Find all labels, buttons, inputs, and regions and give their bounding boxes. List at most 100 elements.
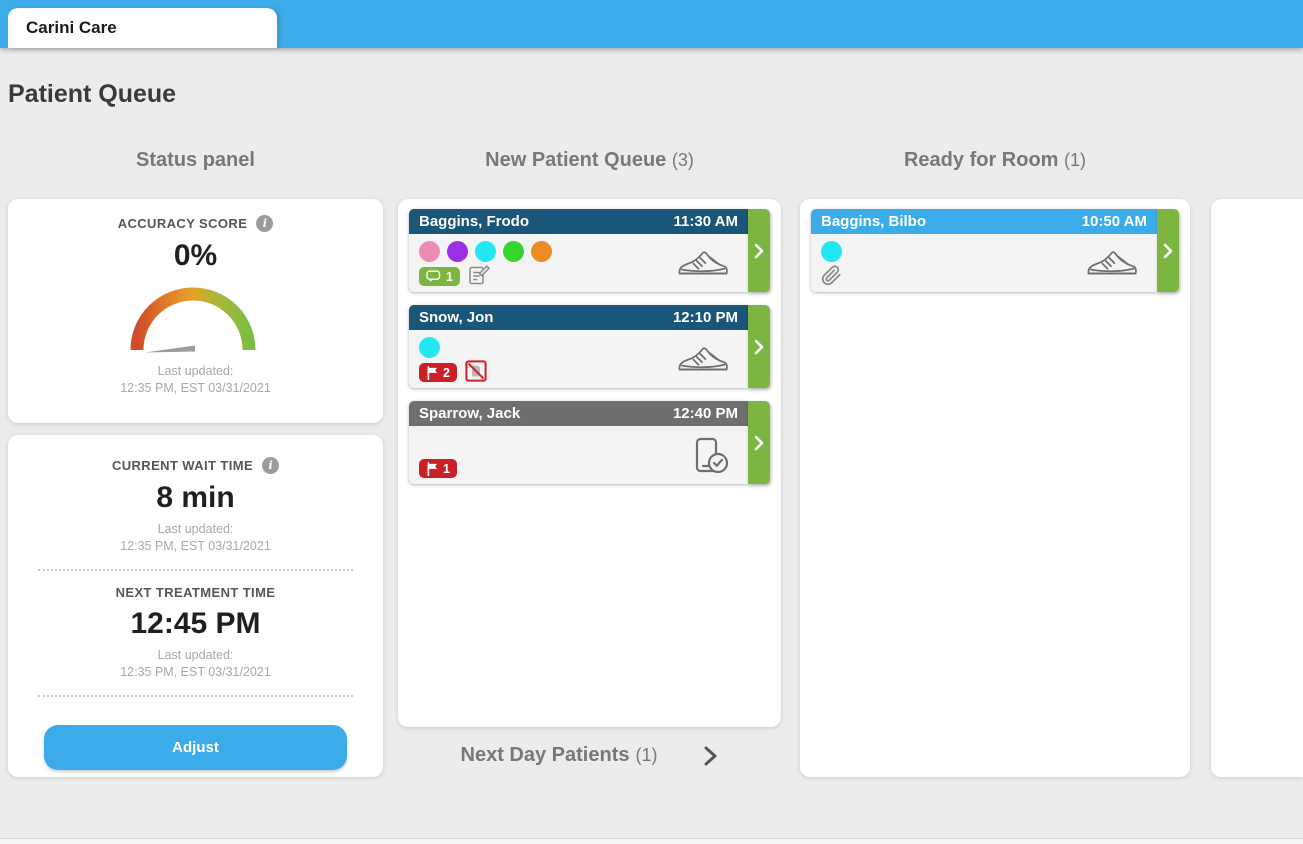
wait-time-label: CURRENT WAIT TIME bbox=[111, 458, 254, 473]
new-patient-queue-title: New Patient Queue (3) bbox=[485, 149, 694, 171]
wait-time-card: CURRENT WAIT TIME i 8 min Last updated: … bbox=[8, 435, 383, 777]
accuracy-score-value: 0% bbox=[173, 239, 218, 272]
status-dot bbox=[419, 241, 440, 262]
open-patient-chevron[interactable] bbox=[1157, 209, 1179, 292]
patient-card-header: Snow, Jon 12:10 PM bbox=[409, 305, 748, 330]
patient-card-main: Sparrow, Jack 12:40 PM 1 bbox=[409, 401, 748, 484]
paperclip-icon bbox=[821, 265, 842, 286]
tab-title: Carini Care bbox=[26, 18, 117, 37]
open-patient-chevron[interactable] bbox=[748, 209, 770, 292]
flag-badge[interactable]: 1 bbox=[419, 459, 457, 478]
open-patient-chevron[interactable] bbox=[748, 305, 770, 388]
patient-card-main: Baggins, Bilbo 10:50 AM bbox=[811, 209, 1157, 292]
status-dots bbox=[419, 337, 674, 358]
patient-card[interactable]: Baggins, Bilbo 10:50 AM bbox=[811, 209, 1179, 292]
appointment-time: 12:40 PM bbox=[672, 405, 738, 422]
columns-container: Status panel ACCURACY SCORE i 0% bbox=[0, 148, 1303, 777]
patient-card-indicators: 1 bbox=[419, 433, 688, 478]
wait-time-value: 8 min bbox=[156, 481, 235, 514]
new-patient-queue-count: (3) bbox=[671, 150, 694, 170]
patient-card-header: Baggins, Bilbo 10:50 AM bbox=[811, 209, 1157, 234]
patient-card-body: 1 bbox=[409, 234, 748, 292]
status-dots bbox=[419, 433, 688, 454]
next-day-patients-label: Next Day Patients bbox=[460, 744, 630, 766]
patient-card-indicators: 1 bbox=[419, 241, 674, 286]
patient-card-main: Baggins, Frodo 11:30 AM 1 bbox=[409, 209, 748, 292]
footer-strip bbox=[0, 838, 1303, 844]
status-dot bbox=[475, 241, 496, 262]
partial-queue-panel bbox=[1211, 199, 1303, 777]
page-title: Patient Queue bbox=[8, 80, 177, 108]
patient-card-header: Sparrow, Jack 12:40 PM bbox=[409, 401, 748, 426]
ready-for-room-count: (1) bbox=[1064, 150, 1087, 170]
ready-for-room-title: Ready for Room (1) bbox=[903, 149, 1087, 171]
phone-check-icon bbox=[688, 435, 730, 477]
chevron-right-icon bbox=[703, 745, 718, 767]
appointment-time: 11:30 AM bbox=[673, 213, 738, 230]
new-patient-queue-panel: Baggins, Frodo 11:30 AM 1 Snow, Jon 12:1… bbox=[398, 199, 781, 727]
divider bbox=[38, 569, 353, 571]
sneaker-icon bbox=[1083, 245, 1139, 283]
next-treatment-value: 12:45 PM bbox=[130, 607, 261, 640]
patient-name: Sparrow, Jack bbox=[419, 405, 521, 422]
status-panel-column: Status panel ACCURACY SCORE i 0% bbox=[8, 148, 383, 777]
ready-for-room-panel: Baggins, Bilbo 10:50 AM bbox=[800, 199, 1190, 777]
accuracy-score-card: ACCURACY SCORE i 0% bbox=[8, 199, 383, 423]
patient-card-header: Baggins, Frodo 11:30 AM bbox=[409, 209, 748, 234]
status-dot bbox=[503, 241, 524, 262]
partial-next-column bbox=[1211, 148, 1303, 777]
open-patient-chevron[interactable] bbox=[748, 401, 770, 484]
status-dot bbox=[419, 337, 440, 358]
no-document-icon bbox=[465, 360, 487, 382]
flag-icon bbox=[426, 365, 438, 380]
next-day-patients-count: (1) bbox=[635, 745, 658, 765]
note-icon bbox=[468, 264, 491, 286]
status-dot bbox=[447, 241, 468, 262]
status-dot bbox=[821, 241, 842, 262]
patient-card[interactable]: Snow, Jon 12:10 PM 2 bbox=[409, 305, 770, 388]
sneaker-icon bbox=[674, 245, 730, 283]
badge-count: 1 bbox=[443, 461, 450, 476]
comment-badge[interactable]: 1 bbox=[419, 267, 460, 286]
patient-card[interactable]: Sparrow, Jack 12:40 PM 1 bbox=[409, 401, 770, 484]
divider bbox=[38, 695, 353, 697]
info-icon[interactable]: i bbox=[256, 215, 274, 232]
wait-time-last-updated: Last updated: 12:35 PM, EST 03/31/2021 bbox=[120, 522, 271, 553]
status-dot bbox=[531, 241, 552, 262]
badge-count: 2 bbox=[443, 365, 450, 380]
gauge-needle bbox=[144, 345, 195, 353]
top-bar: Carini Care bbox=[0, 0, 1303, 48]
patient-card-indicators: 2 bbox=[419, 337, 674, 382]
patient-name: Baggins, Frodo bbox=[419, 213, 529, 230]
flag-badge[interactable]: 2 bbox=[419, 363, 457, 382]
adjust-button[interactable]: Adjust bbox=[44, 725, 347, 770]
tab-carini-care[interactable]: Carini Care bbox=[8, 8, 277, 48]
badges-row: 1 bbox=[419, 457, 688, 478]
comment-icon bbox=[426, 270, 441, 283]
next-treatment-last-updated: Last updated: 12:35 PM, EST 03/31/2021 bbox=[120, 648, 271, 679]
status-dots bbox=[821, 241, 1083, 262]
accuracy-score-label: ACCURACY SCORE bbox=[117, 216, 248, 231]
patient-card-indicators bbox=[821, 241, 1083, 286]
accuracy-gauge bbox=[130, 287, 255, 353]
ready-for-room-column: Ready for Room (1) Baggins, Bilbo 10:50 … bbox=[800, 148, 1190, 777]
next-treatment-label: NEXT TREATMENT TIME bbox=[115, 585, 276, 600]
patient-card-body: 1 bbox=[409, 426, 748, 484]
badges-row bbox=[821, 265, 1083, 286]
status-panel-title: Status panel bbox=[136, 149, 255, 171]
patient-card-body bbox=[811, 234, 1157, 292]
status-dots bbox=[419, 241, 674, 262]
next-day-patients-button[interactable]: Next Day Patients (1) bbox=[398, 744, 781, 767]
badges-row: 2 bbox=[419, 360, 674, 382]
appointment-time: 10:50 AM bbox=[1081, 213, 1147, 230]
info-icon[interactable]: i bbox=[262, 457, 280, 474]
new-patient-queue-column: New Patient Queue (3) Baggins, Frodo 11:… bbox=[398, 148, 781, 767]
patient-card[interactable]: Baggins, Frodo 11:30 AM 1 bbox=[409, 209, 770, 292]
accuracy-last-updated: Last updated: 12:35 PM, EST 03/31/2021 bbox=[120, 364, 271, 395]
patient-name: Snow, Jon bbox=[419, 309, 494, 326]
badge-count: 1 bbox=[446, 269, 453, 284]
patient-card-main: Snow, Jon 12:10 PM 2 bbox=[409, 305, 748, 388]
sneaker-icon bbox=[674, 341, 730, 379]
badges-row: 1 bbox=[419, 265, 674, 286]
patient-card-body: 2 bbox=[409, 330, 748, 388]
